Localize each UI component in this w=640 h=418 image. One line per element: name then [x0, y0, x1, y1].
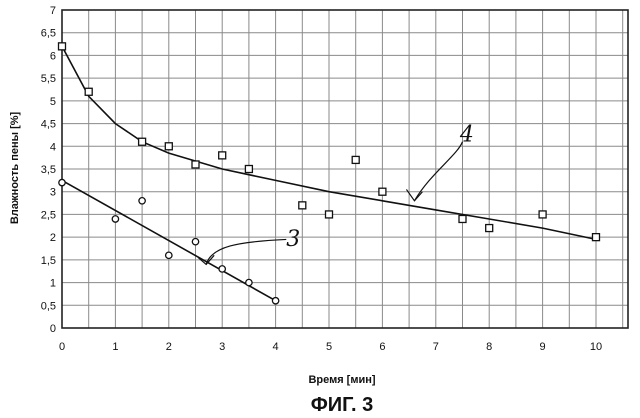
data-point-square: [539, 211, 546, 218]
data-point-square: [379, 188, 386, 195]
y-tick-label: 4,5: [41, 119, 56, 131]
data-point-square: [459, 215, 466, 222]
data-point-circle: [272, 298, 278, 304]
data-point-square: [245, 166, 252, 173]
x-tick-label: 4: [273, 341, 279, 353]
data-point-square: [139, 138, 146, 145]
data-point-circle: [59, 179, 65, 185]
y-tick-label: 2,5: [41, 209, 56, 221]
data-point-circle: [246, 279, 252, 285]
x-tick-label: 7: [433, 341, 439, 353]
data-point-square: [219, 152, 226, 159]
grid: [62, 10, 628, 328]
data-point-square: [165, 143, 172, 150]
y-tick-label: 4: [50, 141, 56, 153]
x-tick-label: 1: [112, 341, 118, 353]
data-point-circle: [166, 252, 172, 258]
data-point-square: [326, 211, 333, 218]
y-tick-label: 6,5: [41, 28, 56, 40]
x-tick-label: 9: [540, 341, 546, 353]
data-point-square: [85, 88, 92, 95]
data-point-circle: [112, 216, 118, 222]
y-axis-title: Влажность пены [%]: [9, 111, 21, 224]
y-tick-labels: 0 0,5 1 1,5 2 2,5 3 3,5 4 4,5 5 5,5 6 6,5 7: [41, 5, 56, 335]
y-tick-label: 7: [50, 5, 56, 17]
x-tick-labels: 0 1 2 3 4 5 6 7 8 9 10: [59, 341, 602, 353]
y-tick-label: 0: [50, 323, 56, 335]
x-axis-title: Время [мин]: [308, 374, 375, 386]
y-tick-label: 1,5: [41, 255, 56, 267]
x-tick-label: 3: [219, 341, 225, 353]
x-tick-label: 6: [379, 341, 385, 353]
data-point-square: [593, 234, 600, 241]
callout-leader-3: [206, 239, 286, 264]
x-tick-label: 10: [590, 341, 602, 353]
data-point-square: [352, 156, 359, 163]
x-tick-label: 0: [59, 341, 65, 353]
y-tick-label: 0,5: [41, 300, 56, 312]
data-point-circle: [192, 238, 198, 244]
y-tick-label: 3,5: [41, 164, 56, 176]
figure-caption: ФИГ. 3: [311, 394, 374, 416]
data-point-square: [59, 43, 66, 50]
x-tick-label: 5: [326, 341, 332, 353]
x-tick-label: 8: [486, 341, 492, 353]
data-point-circle: [219, 266, 225, 272]
y-tick-label: 5: [50, 96, 56, 108]
data-point-square: [192, 161, 199, 168]
series-label-3: 3: [286, 227, 300, 252]
y-tick-label: 5,5: [41, 73, 56, 85]
y-tick-label: 6: [50, 50, 56, 62]
x-tick-label: 2: [166, 341, 172, 353]
series-label-4: 4: [459, 123, 474, 148]
data-point-square: [299, 202, 306, 209]
y-tick-label: 1: [50, 278, 56, 290]
y-tick-label: 3: [50, 187, 56, 199]
y-tick-label: 2: [50, 232, 56, 244]
data-point-circle: [139, 198, 145, 204]
data-point-square: [486, 225, 493, 232]
